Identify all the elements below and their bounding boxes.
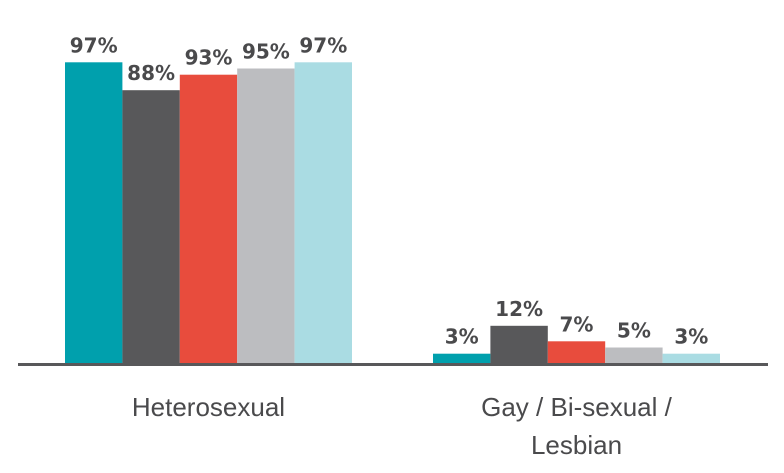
bar-0-0: [65, 62, 123, 364]
bar-1-0: [433, 353, 491, 363]
category-labels-group: Heterosexual Gay / Bi-sexual / Lesbian: [132, 392, 673, 460]
bars-group: [65, 62, 720, 364]
data-labels-group: 97% 88% 93% 95% 97% 3% 12% 7% 5% 3%: [70, 33, 709, 348]
data-label-1-1: 12%: [495, 297, 543, 321]
data-label-1-0: 3%: [445, 325, 479, 349]
category-label-line: Heterosexual: [132, 392, 285, 422]
category-label-line: Lesbian: [531, 430, 622, 460]
category-label-line: Gay / Bi-sexual /: [481, 392, 673, 422]
data-label-0-0: 97%: [70, 33, 118, 57]
bar-0-2: [179, 74, 238, 363]
category-label-0: Heterosexual: [132, 392, 285, 422]
data-label-0-1: 88%: [127, 61, 175, 85]
bar-1-4: [662, 353, 720, 363]
data-label-1-3: 5%: [617, 319, 651, 343]
data-label-0-2: 93%: [185, 46, 233, 70]
category-label-1: Gay / Bi-sexual / Lesbian: [481, 392, 673, 460]
data-label-0-3: 95%: [242, 40, 290, 64]
data-label-0-4: 97%: [299, 33, 347, 57]
bar-1-3: [605, 347, 663, 363]
bar-0-4: [294, 62, 352, 364]
bar-0-3: [237, 68, 295, 363]
bar-1-1: [490, 325, 548, 363]
bar-1-2: [547, 341, 606, 363]
bar-0-1: [122, 90, 180, 363]
data-label-1-4: 3%: [674, 325, 708, 349]
data-label-1-2: 7%: [560, 312, 594, 336]
